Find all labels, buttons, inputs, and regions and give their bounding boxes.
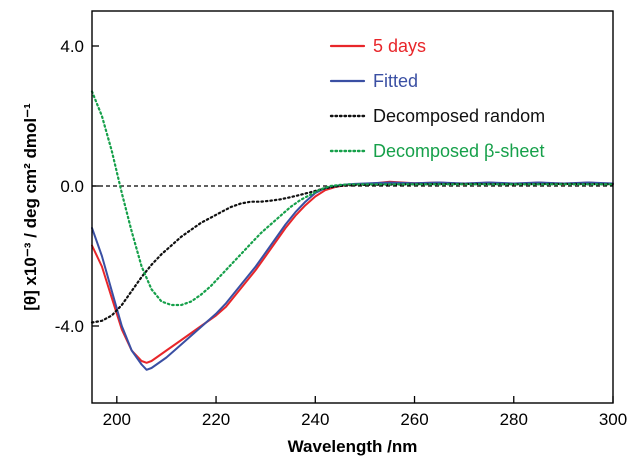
legend-label-2: Decomposed random	[373, 106, 545, 126]
y-tick-label: 4.0	[60, 37, 84, 56]
series-line-3	[90, 90, 615, 307]
legend: 5 days Fitted Decomposed random Decomposed …	[329, 36, 545, 161]
x-tick-label: 220	[202, 410, 230, 429]
y-tick-label: 0.0	[60, 177, 84, 196]
x-tick-label: 200	[103, 410, 131, 429]
y-tick-label: -4.0	[55, 317, 84, 336]
series-line-2	[90, 182, 615, 324]
legend-label-3: Decomposed β-sheet	[373, 141, 544, 161]
x-axis-title: Wavelength /nm	[288, 437, 418, 456]
ticks-layer: 200 220 240 260 280 300 4.0 0.0 -4.0	[55, 37, 627, 429]
x-tick-label: 240	[301, 410, 329, 429]
x-tick-label: 280	[500, 410, 528, 429]
legend-label-1: Fitted	[373, 71, 418, 91]
series-line-0	[91, 180, 614, 364]
x-tick-label: 260	[400, 410, 428, 429]
series-line-1	[91, 181, 614, 371]
plot-frame	[91, 10, 614, 404]
y-axis-title: [θ] x10⁻³ / deg cm² dmol⁻¹	[21, 103, 40, 311]
legend-label-0: 5 days	[373, 36, 426, 56]
series-layer	[90, 90, 615, 371]
x-tick-label: 300	[599, 410, 627, 429]
